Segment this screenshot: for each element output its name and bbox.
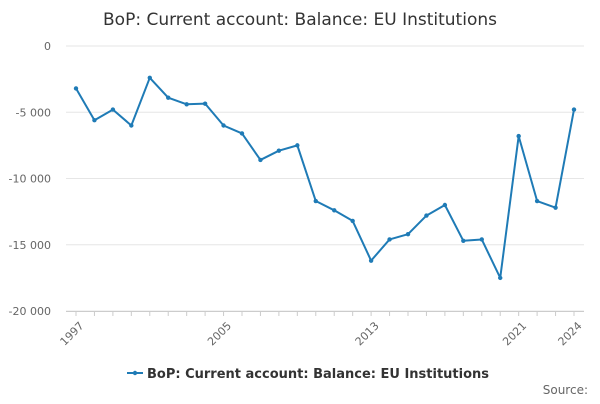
data-point[interactable]	[424, 213, 429, 218]
x-tick-label: 2013	[353, 319, 382, 348]
legend-label[interactable]: BoP: Current account: Balance: EU Instit…	[147, 367, 489, 382]
data-point[interactable]	[313, 198, 318, 204]
data-point[interactable]	[239, 131, 245, 136]
data-point[interactable]	[368, 258, 374, 263]
data-point[interactable]	[571, 107, 577, 112]
data-point[interactable]	[202, 101, 208, 106]
data-point[interactable]	[73, 86, 79, 91]
legend[interactable]: BoP: Current account: Balance: EU Instit…	[127, 367, 489, 382]
source-label: Source:	[543, 383, 588, 397]
data-point[interactable]	[147, 75, 152, 81]
data-point[interactable]	[258, 157, 263, 163]
y-tick-label: 0	[44, 40, 51, 53]
y-tick-label: -10 000	[9, 173, 51, 186]
data-point[interactable]	[221, 123, 226, 128]
data-point[interactable]	[110, 107, 116, 112]
data-point[interactable]	[129, 123, 134, 128]
data-point[interactable]	[498, 275, 503, 281]
data-point[interactable]	[276, 148, 282, 153]
x-tick-label: 1997	[58, 319, 87, 348]
x-axis: 1997 2005 2013 2021 2024	[58, 311, 585, 348]
x-tick-label: 2005	[205, 319, 234, 348]
data-point[interactable]	[350, 218, 355, 224]
series-line	[75, 76, 575, 279]
gridlines	[66, 45, 584, 312]
data-point[interactable]	[387, 237, 392, 242]
data-point[interactable]	[534, 198, 540, 204]
data-point[interactable]	[332, 208, 337, 213]
x-tick-label: 2021	[500, 319, 529, 348]
data-point[interactable]	[295, 143, 300, 148]
data-point[interactable]	[405, 231, 411, 237]
x-tick-label: 2024	[556, 319, 585, 348]
data-point[interactable]	[166, 95, 171, 100]
y-tick-label: -15 000	[9, 239, 51, 252]
chart-title: BoP: Current account: Balance: EU Instit…	[103, 10, 497, 30]
data-point[interactable]	[461, 238, 466, 243]
series-layer	[73, 75, 577, 281]
y-axis: 0 -5 000 -10 000 -15 000 -20 000	[9, 40, 51, 318]
y-tick-label: -20 000	[9, 305, 51, 318]
legend-point-marker	[132, 370, 138, 376]
data-point[interactable]	[92, 118, 97, 123]
data-point[interactable]	[479, 237, 484, 242]
data-point[interactable]	[553, 205, 558, 210]
y-tick-label: -5 000	[16, 106, 51, 119]
data-point[interactable]	[184, 102, 189, 107]
data-point[interactable]	[442, 202, 448, 208]
data-point[interactable]	[516, 133, 521, 139]
